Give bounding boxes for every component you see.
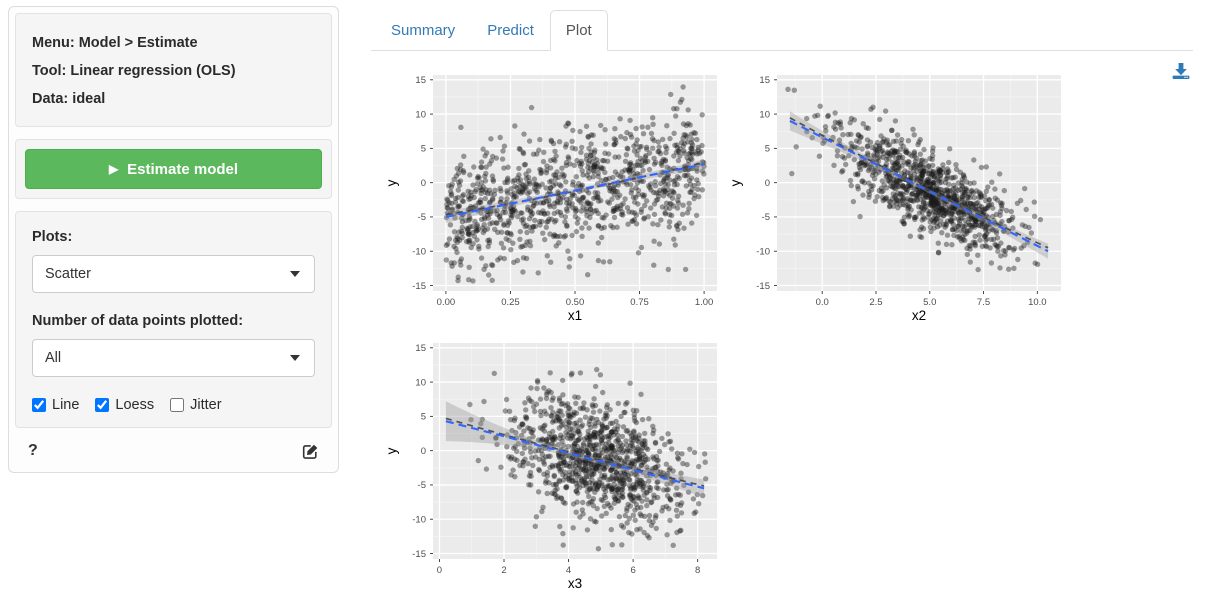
line-checkbox-label: Line [52,397,80,413]
svg-text:y: y [728,179,743,186]
tool-info: Tool: Linear regression (OLS) [32,63,236,79]
plot-extras-row: Line Loess Jitter [32,397,315,413]
svg-text:15: 15 [759,75,770,86]
svg-text:0.0: 0.0 [816,297,829,308]
svg-text:-15: -15 [756,281,770,292]
tab-predict[interactable]: Predict [487,22,534,39]
line-checkbox[interactable]: Line [32,397,79,413]
svg-text:-5: -5 [762,212,770,223]
svg-text:10: 10 [415,377,426,388]
svg-text:-5: -5 [418,480,426,491]
svg-text:-10: -10 [756,247,770,258]
svg-text:10: 10 [759,109,770,120]
npoints-select[interactable]: All [32,339,315,377]
svg-text:1.00: 1.00 [695,297,714,308]
loess-checkbox-input[interactable] [95,398,110,412]
svg-text:x2: x2 [912,308,926,323]
svg-text:5: 5 [421,144,426,155]
caret-down-icon [290,271,300,277]
svg-text:-15: -15 [412,281,426,292]
npoints-value: All [45,350,62,366]
npoints-label: Number of data points plotted: [32,313,244,329]
estimate-model-button[interactable]: ▶ Estimate model [25,149,322,189]
svg-text:2.5: 2.5 [869,297,882,308]
sidebar-footer: ? [14,440,333,470]
help-link[interactable]: ? [28,442,38,459]
svg-text:7.5: 7.5 [977,297,990,308]
svg-text:10.0: 10.0 [1028,297,1047,308]
play-icon: ▶ [108,162,119,176]
scatter-plot-y-vs-x1: 0.00 0.25 0.50 0.75 1.00 -15 -10 -5 0 5 10 15 x1 y [383,64,720,327]
svg-text:5.0: 5.0 [923,297,936,308]
svg-text:0.50: 0.50 [566,297,585,308]
scatter-plot-y-vs-x3: 0 2 4 6 8 -15 -10 -5 0 5 10 15 x3 y [383,332,720,595]
svg-text:0: 0 [421,178,426,189]
plot-grid: 0.00 0.25 0.50 0.75 1.00 -15 -10 -5 0 5 10 15 x1 y 0.… [383,64,1073,595]
sidebar: Menu: Model > Estimate Tool: Linear regr… [8,6,339,473]
plots-label: Plots: [32,229,73,245]
svg-text:10: 10 [415,109,426,120]
svg-text:8: 8 [695,565,700,576]
svg-text:6: 6 [630,565,635,576]
svg-text:5: 5 [765,144,770,155]
svg-text:15: 15 [415,343,426,354]
download-icon [1172,63,1190,79]
caret-down-icon [290,355,300,361]
main-content: Summary Predict Plot 0.00 0.25 0.50 0.75 1.0… [371,0,1193,601]
estimate-panel: ▶ Estimate model [15,139,332,199]
plot-type-value: Scatter [45,266,91,282]
model-info-panel: Menu: Model > Estimate Tool: Linear regr… [15,13,332,127]
menu-info: Menu: Model > Estimate [32,35,198,51]
svg-text:0: 0 [437,565,442,576]
loess-checkbox[interactable]: Loess [95,397,154,413]
svg-text:x3: x3 [568,576,582,591]
plot-options-panel: Plots: Scatter Number of data points plo… [15,211,332,428]
tab-plot[interactable]: Plot [549,10,608,51]
svg-text:-5: -5 [418,212,426,223]
loess-checkbox-label: Loess [115,397,155,413]
tab-summary[interactable]: Summary [391,22,456,39]
svg-text:y: y [384,179,399,186]
svg-text:2: 2 [501,565,506,576]
download-plot-button[interactable] [1172,62,1190,80]
edit-pencil-icon[interactable] [302,443,319,460]
estimate-model-label: Estimate model [127,160,239,178]
svg-text:0: 0 [421,446,426,457]
svg-text:0.25: 0.25 [501,297,520,308]
jitter-checkbox-input[interactable] [170,398,185,412]
svg-text:-10: -10 [412,247,426,258]
scatter-plot-y-vs-x2: 0.0 2.5 5.0 7.5 10.0 -15 -10 -5 0 5 10 15 x2 y [727,64,1064,327]
svg-text:y: y [384,447,399,454]
svg-text:-15: -15 [412,549,426,560]
svg-text:x1: x1 [568,308,582,323]
svg-text:-10: -10 [412,515,426,526]
line-checkbox-input[interactable] [32,398,46,412]
svg-text:5: 5 [421,412,426,423]
svg-text:4: 4 [566,565,571,576]
svg-text:0.00: 0.00 [437,297,456,308]
svg-text:0.75: 0.75 [630,297,649,308]
tab-bar: Summary Predict Plot [371,0,1193,51]
jitter-checkbox-label: Jitter [190,397,222,413]
data-info: Data: ideal [32,91,106,107]
jitter-checkbox[interactable]: Jitter [170,397,222,413]
svg-text:15: 15 [415,75,426,86]
svg-text:0: 0 [765,178,770,189]
plot-type-select[interactable]: Scatter [32,255,315,293]
